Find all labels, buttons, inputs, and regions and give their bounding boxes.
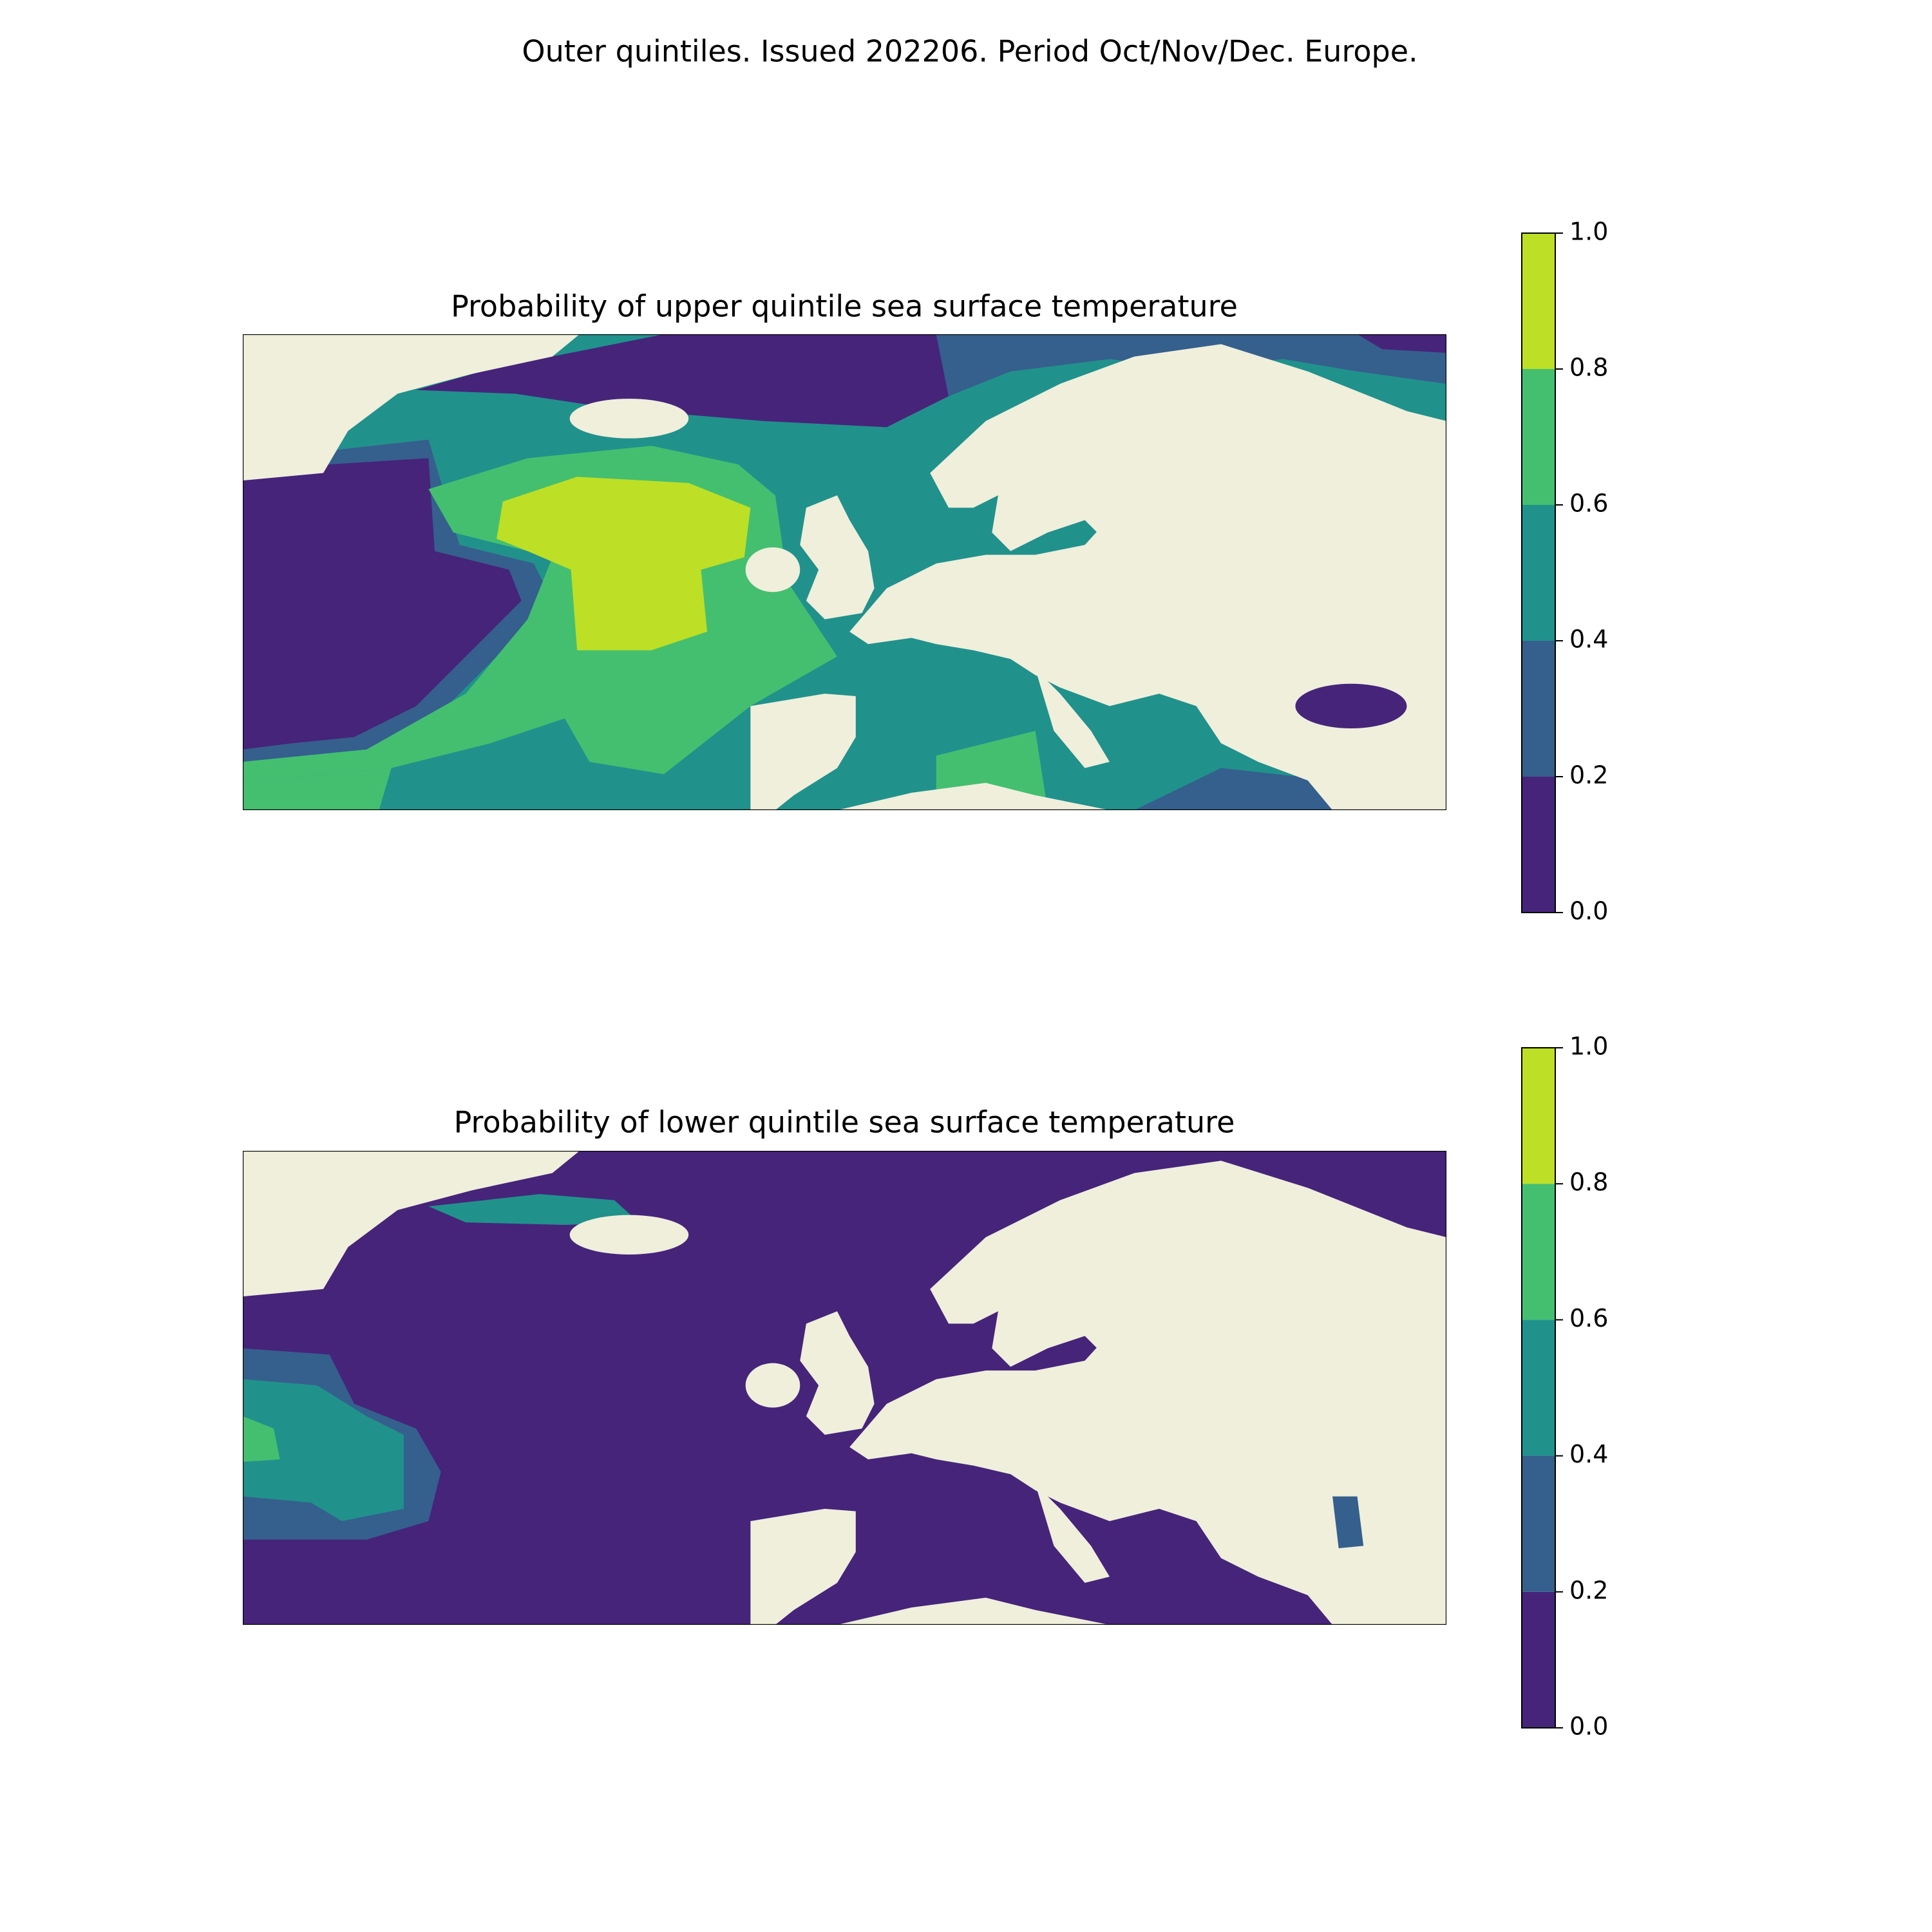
colorbar-segment <box>1522 233 1555 369</box>
colorbar-segment <box>1522 777 1555 913</box>
tick-label: 0.8 <box>1569 1168 1608 1197</box>
map-lower <box>243 1151 1446 1625</box>
map-title: Probability of lower quintile sea surfac… <box>454 1105 1235 1140</box>
map-upper <box>243 334 1446 810</box>
tick-label: 0.0 <box>1569 897 1608 925</box>
colorbar-segment <box>1522 641 1555 777</box>
colorbar-segment <box>1522 1320 1555 1456</box>
colorbar-segment <box>1522 1591 1555 1728</box>
colorbar-frame <box>1521 232 1556 913</box>
figure-title: Outer quintiles. Issued 202206. Period O… <box>522 34 1417 69</box>
colorbar: 0.0 0.2 0.4 0.6 0.8 1.0 <box>1521 1032 1608 1741</box>
colorbar: 0.0 0.2 0.4 0.6 0.8 1.0 <box>1521 218 1608 925</box>
tick-label: 0.2 <box>1569 761 1608 790</box>
colorbar-segment <box>1522 369 1555 505</box>
tick-label: 1.0 <box>1569 1032 1608 1061</box>
tick-label: 0.0 <box>1569 1712 1608 1741</box>
tick-label: 0.6 <box>1569 1304 1608 1332</box>
tick-label: 0.2 <box>1569 1576 1608 1604</box>
tick-label: 0.8 <box>1569 354 1608 382</box>
colorbar-segment <box>1522 1184 1555 1320</box>
colorbar-segment <box>1522 1048 1555 1184</box>
tick-label: 1.0 <box>1569 218 1608 246</box>
tick-label: 0.6 <box>1569 489 1608 518</box>
colorbar-segment <box>1522 1455 1555 1592</box>
tick-label: 0.4 <box>1569 625 1608 654</box>
tick-label: 0.4 <box>1569 1440 1608 1468</box>
colorbar-frame <box>1521 1047 1556 1728</box>
map-title: Probability of upper quintile sea surfac… <box>451 289 1238 324</box>
colorbar-segment <box>1522 505 1555 641</box>
